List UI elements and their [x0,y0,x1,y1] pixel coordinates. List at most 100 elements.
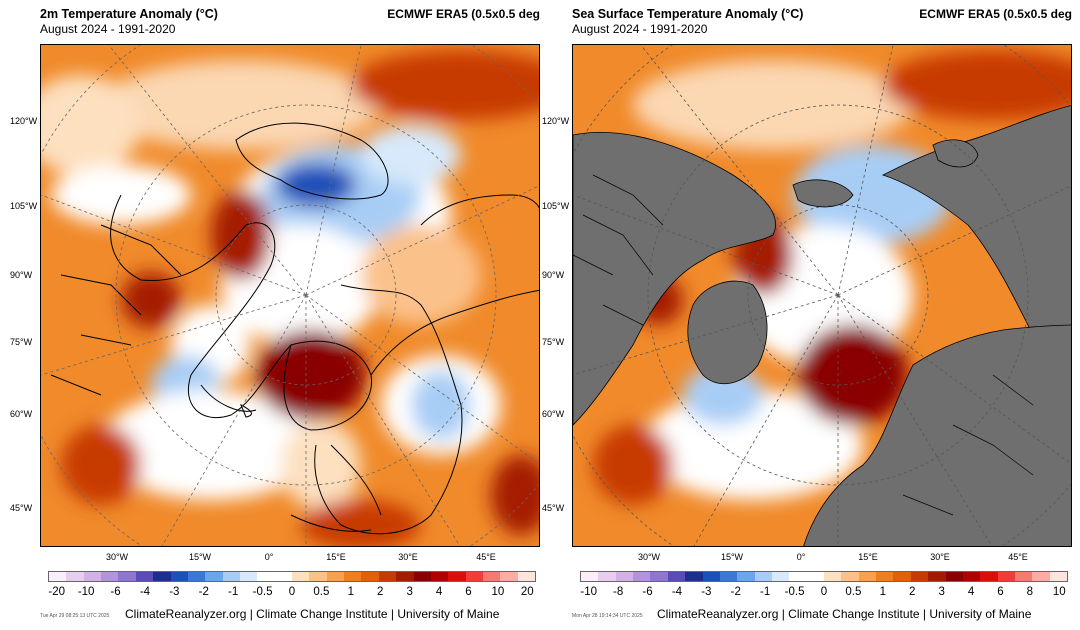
colorbar-swatch [465,572,483,581]
lon-label: 45°E [1008,552,1028,562]
colorbar-swatch [239,572,258,581]
polar-map [40,44,540,547]
colorbar-swatch [650,572,668,581]
colorbar-tick-label: 0 [820,586,828,598]
colorbar-swatch [344,572,362,581]
colorbar-swatch [1049,572,1068,581]
lon-label: 30°E [930,552,950,562]
lon-label: 45°E [476,552,496,562]
colorbar-swatch [633,572,651,581]
colorbar-swatch [910,572,929,581]
colorbar-swatch [893,572,911,581]
colorbar-swatch [685,572,703,581]
lat-label: 120°W [10,116,38,126]
colorbar-swatch [66,572,84,581]
graticule [573,45,1071,546]
colorbar-tick-label: -8 [613,586,624,598]
colorbar-swatch [118,572,136,581]
lat-label: 60°W [542,409,565,419]
colorbar-swatch [581,572,599,581]
colorbar-tick-label: 10 [1052,586,1066,598]
panel-source: ECMWF ERA5 (0.5x0.5 deg [387,7,540,21]
credit-line[interactable]: ClimateReanalyzer.org | Climate Change I… [125,607,500,621]
lon-label: 30°W [105,552,129,562]
colorbar-swatch [615,572,634,581]
polar-map [572,44,1072,547]
colorbar-swatch [962,572,981,581]
polar-map-canvas [41,45,539,546]
colorbar-swatch [858,572,877,581]
colorbar-tick-label: 0 [288,586,296,598]
colorbar-swatch [170,572,188,581]
lat-label: 45°W [10,503,33,513]
colorbar-tick-label: -20 [48,586,66,598]
colorbar-swatch [187,572,206,581]
colorbar-tick-label: -1 [760,586,771,598]
colorbar-swatch [876,572,894,581]
colorbar-tick-label: -6 [642,586,653,598]
lon-label: 15°W [188,552,212,562]
lat-label: 75°W [10,337,33,347]
colorbar-tick-label: -3 [701,586,712,598]
colorbar-swatch [702,572,720,581]
colorbar-swatch [771,572,790,581]
timestamp: Mon Apr 28 19:14:34 UTC 2025 [572,613,643,619]
graticule [41,45,539,546]
colorbar-tick-label: 4 [967,586,975,598]
borders [573,174,1034,516]
colorbar-swatch [841,572,859,581]
lon-label: 30°W [637,552,661,562]
colorbar-tick-label: 3 [938,586,945,598]
colorbar-tick-label: 6 [465,586,472,598]
colorbar-swatch [500,572,518,581]
colorbar-tick-label: 3 [406,586,413,598]
timestamp: Tue Apr 29 08:25:13 UTC 2025 [40,613,110,619]
colorbar-tick-label: -4 [139,586,151,598]
colorbar-tick-label: 2 [377,586,384,598]
lon-label: 15°W [720,552,744,562]
colorbar-tick-label: 1 [879,586,887,598]
colorbar-tick-label: -6 [110,586,121,598]
colorbar-swatch [378,572,397,581]
colorbar-swatch [719,572,738,581]
lon-label: 15°E [858,552,878,562]
panel-source: ECMWF ERA5 (0.5x0.5 deg [919,7,1072,21]
colorbar-tick-label: 6 [997,586,1004,598]
colorbar-tick-label: 0.5 [845,586,862,598]
colorbar-swatch [598,572,616,581]
colorbar-swatch [667,572,686,581]
colorbar-tick-label: -4 [671,586,683,598]
colorbar-swatch [222,572,240,581]
panel-title: Sea Surface Temperature Anomaly (°C) [572,7,804,21]
colorbar-swatch [928,572,946,581]
colorbar-swatch [448,572,466,581]
panel-title: 2m Temperature Anomaly (°C) [40,7,218,21]
lat-label: 75°W [542,337,565,347]
colorbar-tick-label: -2 [198,586,209,598]
lon-label: 15°E [326,552,346,562]
panel-subtitle: August 2024 - 1991-2020 [40,22,176,36]
colorbar-tick-label: 10 [491,586,505,598]
colorbar-swatch [83,572,102,581]
lon-label: 0° [796,552,806,562]
colorbar-swatch [153,572,171,581]
credit-line[interactable]: ClimateReanalyzer.org | Climate Change I… [657,607,1032,621]
lon-label: 30°E [398,552,418,562]
colorbar-swatch [292,572,310,581]
colorbar-swatch [945,572,963,581]
colorbar-swatch [737,572,755,581]
colorbar-tick-label: -10 [580,586,598,598]
colorbar-swatch [257,572,275,581]
colorbar-swatch [482,572,501,581]
coastlines [50,122,539,535]
lat-label: 105°W [542,201,570,211]
sea-surface-temperature-anomaly-panel: Sea Surface Temperature Anomaly (°C) Aug… [532,0,1072,630]
colorbar-tick-label: -2 [730,586,741,598]
colorbar-swatch [135,572,154,581]
colorbar-swatch [49,572,67,581]
colorbar-tick-label: -10 [77,586,95,598]
lat-label: 90°W [542,270,565,280]
colorbar-tick-label: -1 [228,586,239,598]
air-temperature-anomaly-panel: 2m Temperature Anomaly (°C) August 2024 … [10,7,540,621]
colorbar-tick-label: 0.5 [313,586,330,598]
